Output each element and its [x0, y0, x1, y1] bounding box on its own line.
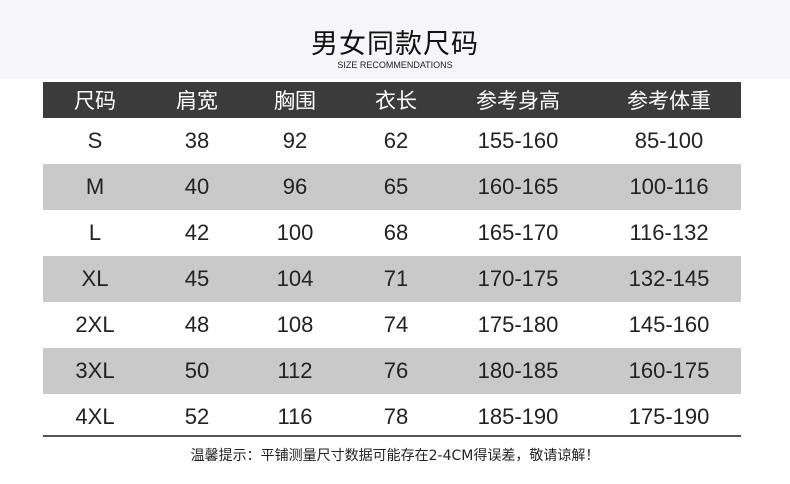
cell-size: 2XL — [75, 312, 115, 337]
header-weight: 参考体重 — [627, 89, 711, 113]
table-row: 4XL 52 116 78 185-190 175-190 — [43, 394, 741, 440]
table-row: S 38 92 62 155-160 85-100 — [43, 118, 741, 164]
cell-height: 170-175 — [477, 266, 559, 291]
cell-shoulder: 42 — [184, 220, 210, 245]
cell-chest: 96 — [282, 174, 308, 199]
header-chest: 胸围 — [274, 89, 316, 113]
cell-chest: 100 — [276, 220, 314, 245]
cell-length: 76 — [383, 358, 409, 383]
header-shoulder: 肩宽 — [176, 89, 218, 113]
cell-weight: 175-190 — [628, 404, 710, 429]
table-row: L 42 100 68 165-170 116-132 — [43, 210, 741, 256]
cell-size: M — [85, 174, 105, 199]
cell-weight: 116-132 — [629, 220, 709, 245]
cell-length: 78 — [383, 404, 409, 429]
page-title: 男女同款尺码 — [311, 29, 479, 60]
measurement-note: 温馨提示：平铺测量尺寸数据可能存在2-4CM得误差，敬请谅解！ — [190, 448, 600, 464]
cell-chest: 116 — [277, 404, 313, 429]
cell-chest: 108 — [276, 312, 314, 337]
size-table: 尺码 肩宽 胸围 衣长 参考身高 参考体重 S 38 92 62 155-160 85-100 M 40… — [43, 82, 741, 440]
header-length: 衣长 — [375, 89, 417, 113]
cell-length: 74 — [383, 312, 409, 337]
header-height: 参考身高 — [476, 89, 560, 113]
cell-size: 3XL — [75, 358, 115, 383]
cell-size: S — [87, 128, 103, 153]
cell-height: 155-160 — [477, 128, 559, 153]
header-size: 尺码 — [74, 89, 116, 113]
cell-shoulder: 50 — [184, 358, 210, 383]
cell-weight: 145-160 — [628, 312, 710, 337]
cell-length: 62 — [383, 128, 409, 153]
cell-height: 165-170 — [477, 220, 559, 245]
cell-length: 68 — [383, 220, 409, 245]
cell-size: XL — [81, 266, 109, 291]
cell-shoulder: 38 — [184, 128, 210, 153]
cell-height: 185-190 — [477, 404, 559, 429]
cell-shoulder: 45 — [184, 266, 210, 291]
table-row: XL 45 104 71 170-175 132-145 — [43, 256, 741, 302]
cell-shoulder: 40 — [184, 174, 210, 199]
page-subtitle: SIZE RECOMMENDATIONS — [337, 60, 453, 70]
cell-size: 4XL — [75, 404, 115, 429]
cell-size: L — [88, 220, 102, 245]
cell-weight: 100-116 — [629, 174, 709, 199]
cell-weight: 132-145 — [628, 266, 710, 291]
table-header-row: 尺码 肩宽 胸围 衣长 参考身高 参考体重 — [43, 82, 741, 118]
cell-chest: 104 — [276, 266, 314, 291]
table-row: 3XL 50 112 76 180-185 160-175 — [43, 348, 741, 394]
cell-shoulder: 52 — [184, 404, 210, 429]
table-row: M 40 96 65 160-165 100-116 — [43, 164, 741, 210]
table-bottom-rule — [43, 435, 741, 437]
cell-weight: 160-175 — [628, 358, 710, 383]
cell-height: 175-180 — [477, 312, 559, 337]
cell-weight: 85-100 — [634, 128, 704, 153]
cell-chest: 112 — [277, 358, 313, 383]
cell-height: 160-165 — [477, 174, 559, 199]
cell-length: 71 — [383, 266, 409, 291]
cell-length: 65 — [383, 174, 409, 199]
header-background — [0, 0, 790, 79]
table-row: 2XL 48 108 74 175-180 145-160 — [43, 302, 741, 348]
cell-shoulder: 48 — [184, 312, 210, 337]
cell-chest: 92 — [282, 128, 308, 153]
cell-height: 180-185 — [477, 358, 559, 383]
